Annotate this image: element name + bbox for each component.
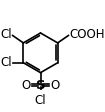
Text: Cl: Cl (0, 28, 12, 41)
Text: Cl: Cl (35, 94, 46, 107)
Text: S: S (36, 79, 45, 92)
Text: O: O (50, 79, 60, 92)
Text: COOH: COOH (69, 28, 105, 41)
Text: Cl: Cl (0, 56, 12, 69)
Text: O: O (21, 79, 31, 92)
